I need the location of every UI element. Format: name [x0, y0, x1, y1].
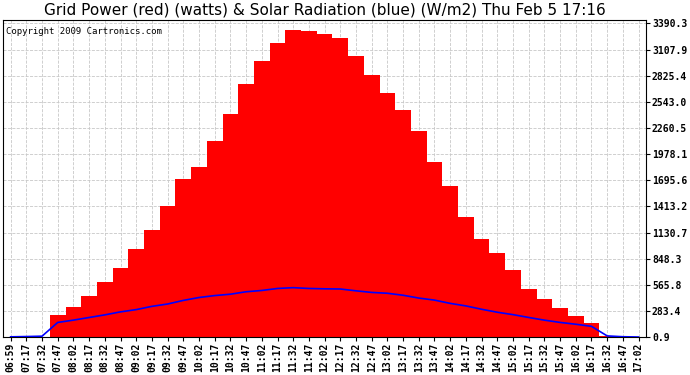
Bar — [317, 33, 333, 337]
Bar — [144, 230, 160, 337]
Bar — [128, 249, 144, 337]
Bar — [207, 141, 223, 337]
Bar — [442, 186, 458, 337]
Bar — [238, 84, 254, 337]
Title: Grid Power (red) (watts) & Solar Radiation (blue) (W/m2) Thu Feb 5 17:16: Grid Power (red) (watts) & Solar Radiati… — [43, 3, 605, 18]
Bar — [66, 306, 81, 337]
Bar — [191, 167, 207, 337]
Bar — [348, 56, 364, 337]
Bar — [426, 162, 442, 337]
Bar — [50, 315, 66, 337]
Bar — [160, 206, 175, 337]
Bar — [380, 93, 395, 337]
Bar — [537, 299, 552, 337]
Bar — [34, 336, 50, 337]
Bar — [505, 270, 521, 337]
Bar — [286, 30, 301, 337]
Bar — [458, 217, 474, 337]
Bar — [254, 61, 270, 337]
Bar — [395, 110, 411, 337]
Bar — [584, 322, 600, 337]
Bar — [474, 239, 489, 337]
Bar — [521, 289, 537, 337]
Bar — [81, 296, 97, 337]
Bar — [364, 75, 380, 337]
Bar — [112, 268, 128, 337]
Text: Copyright 2009 Cartronics.com: Copyright 2009 Cartronics.com — [6, 27, 162, 36]
Bar — [552, 308, 568, 337]
Bar — [333, 38, 348, 337]
Bar — [223, 114, 238, 337]
Bar — [568, 316, 584, 337]
Bar — [600, 336, 615, 337]
Bar — [301, 31, 317, 337]
Bar — [270, 44, 286, 337]
Bar — [411, 131, 426, 337]
Bar — [97, 282, 112, 337]
Bar — [175, 179, 191, 337]
Bar — [489, 253, 505, 337]
